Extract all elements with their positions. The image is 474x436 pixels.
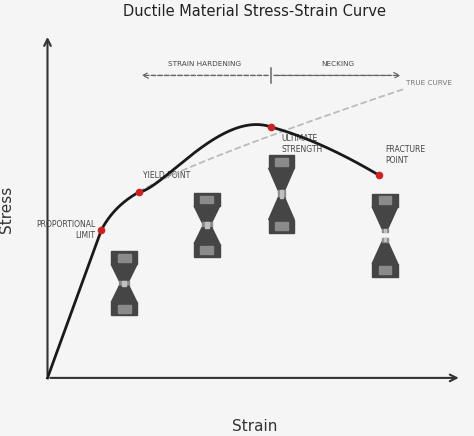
Text: TRUE CURVE: TRUE CURVE	[406, 80, 452, 86]
Polygon shape	[278, 190, 285, 198]
Polygon shape	[280, 191, 283, 198]
Polygon shape	[111, 286, 137, 302]
Polygon shape	[379, 196, 392, 204]
Polygon shape	[122, 281, 127, 286]
Polygon shape	[372, 207, 398, 228]
Polygon shape	[372, 242, 398, 264]
Polygon shape	[194, 193, 220, 206]
Polygon shape	[194, 206, 220, 222]
Polygon shape	[201, 246, 213, 254]
Polygon shape	[202, 222, 212, 228]
Text: PROPORTIONAL
LIMIT: PROPORTIONAL LIMIT	[36, 220, 95, 240]
Text: STRAIN HARDENING: STRAIN HARDENING	[168, 61, 241, 67]
Polygon shape	[111, 302, 137, 315]
Title: Ductile Material Stress-Strain Curve: Ductile Material Stress-Strain Curve	[123, 4, 386, 19]
Polygon shape	[111, 252, 137, 265]
Polygon shape	[269, 155, 294, 168]
Text: ULTIMATE
STRENGTH: ULTIMATE STRENGTH	[282, 134, 323, 154]
Polygon shape	[119, 280, 129, 286]
Polygon shape	[111, 265, 137, 280]
Polygon shape	[382, 228, 388, 232]
Text: FRACTURE
POINT: FRACTURE POINT	[385, 145, 425, 165]
Text: Strain: Strain	[232, 419, 277, 434]
Polygon shape	[372, 264, 398, 277]
Polygon shape	[269, 220, 294, 233]
Polygon shape	[194, 244, 220, 257]
Polygon shape	[275, 222, 288, 230]
Polygon shape	[382, 238, 388, 242]
Polygon shape	[118, 305, 130, 313]
Text: Stress: Stress	[0, 186, 14, 233]
Polygon shape	[118, 254, 130, 262]
Polygon shape	[194, 228, 220, 244]
Polygon shape	[205, 222, 209, 228]
Polygon shape	[379, 266, 392, 274]
Polygon shape	[201, 196, 213, 204]
Text: NECKING: NECKING	[321, 61, 354, 67]
Polygon shape	[269, 168, 294, 190]
Polygon shape	[269, 198, 294, 220]
Polygon shape	[372, 194, 398, 207]
Polygon shape	[383, 238, 386, 241]
Polygon shape	[275, 158, 288, 166]
Polygon shape	[383, 229, 386, 232]
Text: YIELD POINT: YIELD POINT	[143, 171, 190, 180]
